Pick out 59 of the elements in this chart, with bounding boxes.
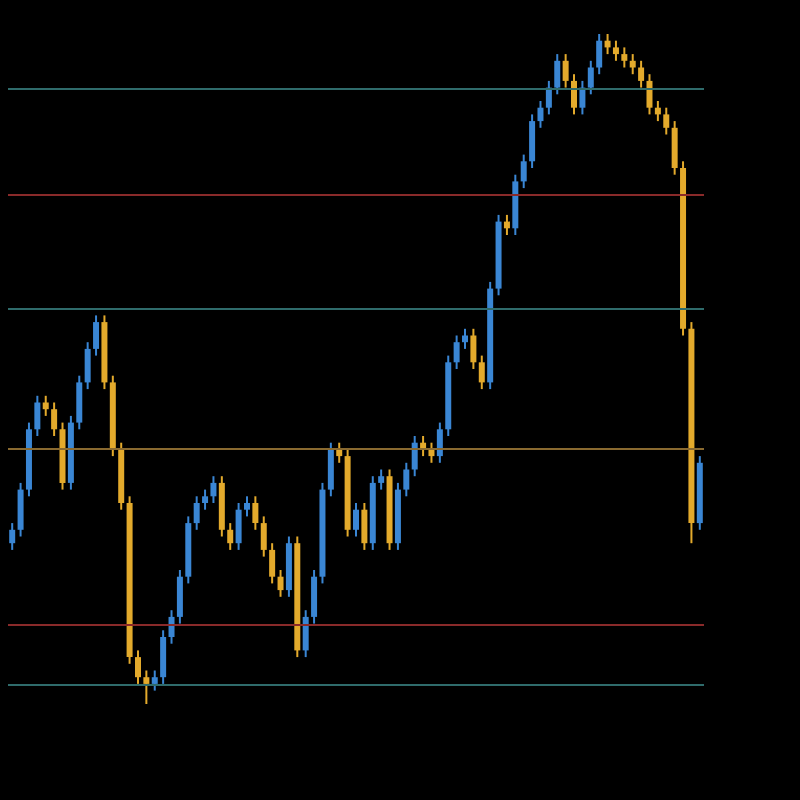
- candlestick: [596, 33, 603, 76]
- candlestick: [537, 100, 544, 129]
- candlestick: [638, 59, 645, 89]
- candlestick: [612, 39, 619, 62]
- candlestick: [202, 488, 209, 511]
- candlestick: [512, 173, 519, 236]
- candlestick: [671, 120, 678, 176]
- candlestick: [327, 441, 334, 498]
- candlestick: [503, 213, 510, 236]
- candlestick: [34, 394, 41, 437]
- candlestick: [151, 669, 158, 692]
- candlestick: [210, 475, 217, 504]
- candlestick: [302, 609, 309, 659]
- candlestick: [84, 341, 91, 391]
- candlestick: [478, 354, 485, 391]
- candlestick: [243, 495, 250, 518]
- candlestick: [42, 394, 49, 417]
- candlestick: [562, 53, 569, 89]
- candlestick: [529, 113, 536, 169]
- candlestick: [629, 53, 636, 76]
- candlestick: [9, 522, 16, 551]
- candlestick: [260, 515, 267, 558]
- candlestick: [462, 327, 469, 350]
- candlestick: [663, 106, 670, 136]
- candlestick: [654, 100, 661, 123]
- candlestick: [17, 481, 24, 538]
- candlestick: [520, 153, 527, 190]
- candlestick: [134, 649, 141, 685]
- candlestick: [436, 421, 443, 464]
- candlestick: [453, 334, 460, 370]
- candlestick: [411, 435, 418, 478]
- candlestick: [311, 569, 318, 625]
- candlestick: [336, 441, 343, 464]
- candlestick: [227, 522, 234, 551]
- candlestick: [218, 475, 225, 538]
- candlestick: [93, 314, 100, 357]
- candlestick: [193, 495, 200, 531]
- candlestick: [378, 468, 385, 491]
- candlestick: [269, 542, 276, 585]
- candlestick: [235, 502, 242, 551]
- candlestick: [587, 59, 594, 96]
- candlestick: [51, 401, 58, 437]
- candlestick: [571, 73, 578, 116]
- candlestick: [252, 495, 259, 531]
- candlestick: [554, 53, 561, 96]
- candlestick: [361, 502, 368, 551]
- candlestick: [646, 73, 653, 116]
- candlestick: [621, 46, 628, 69]
- candlestick: [353, 502, 359, 538]
- candlestick: [604, 33, 611, 56]
- candlestick: [143, 669, 150, 705]
- candlestick: [76, 374, 83, 431]
- candlestick: [176, 569, 183, 625]
- candlestick: [285, 535, 292, 598]
- candlestick: [470, 327, 477, 370]
- candlestick: [428, 441, 435, 464]
- candlestick: [277, 569, 284, 598]
- candlestick: [160, 629, 167, 685]
- candlestick: [403, 461, 410, 498]
